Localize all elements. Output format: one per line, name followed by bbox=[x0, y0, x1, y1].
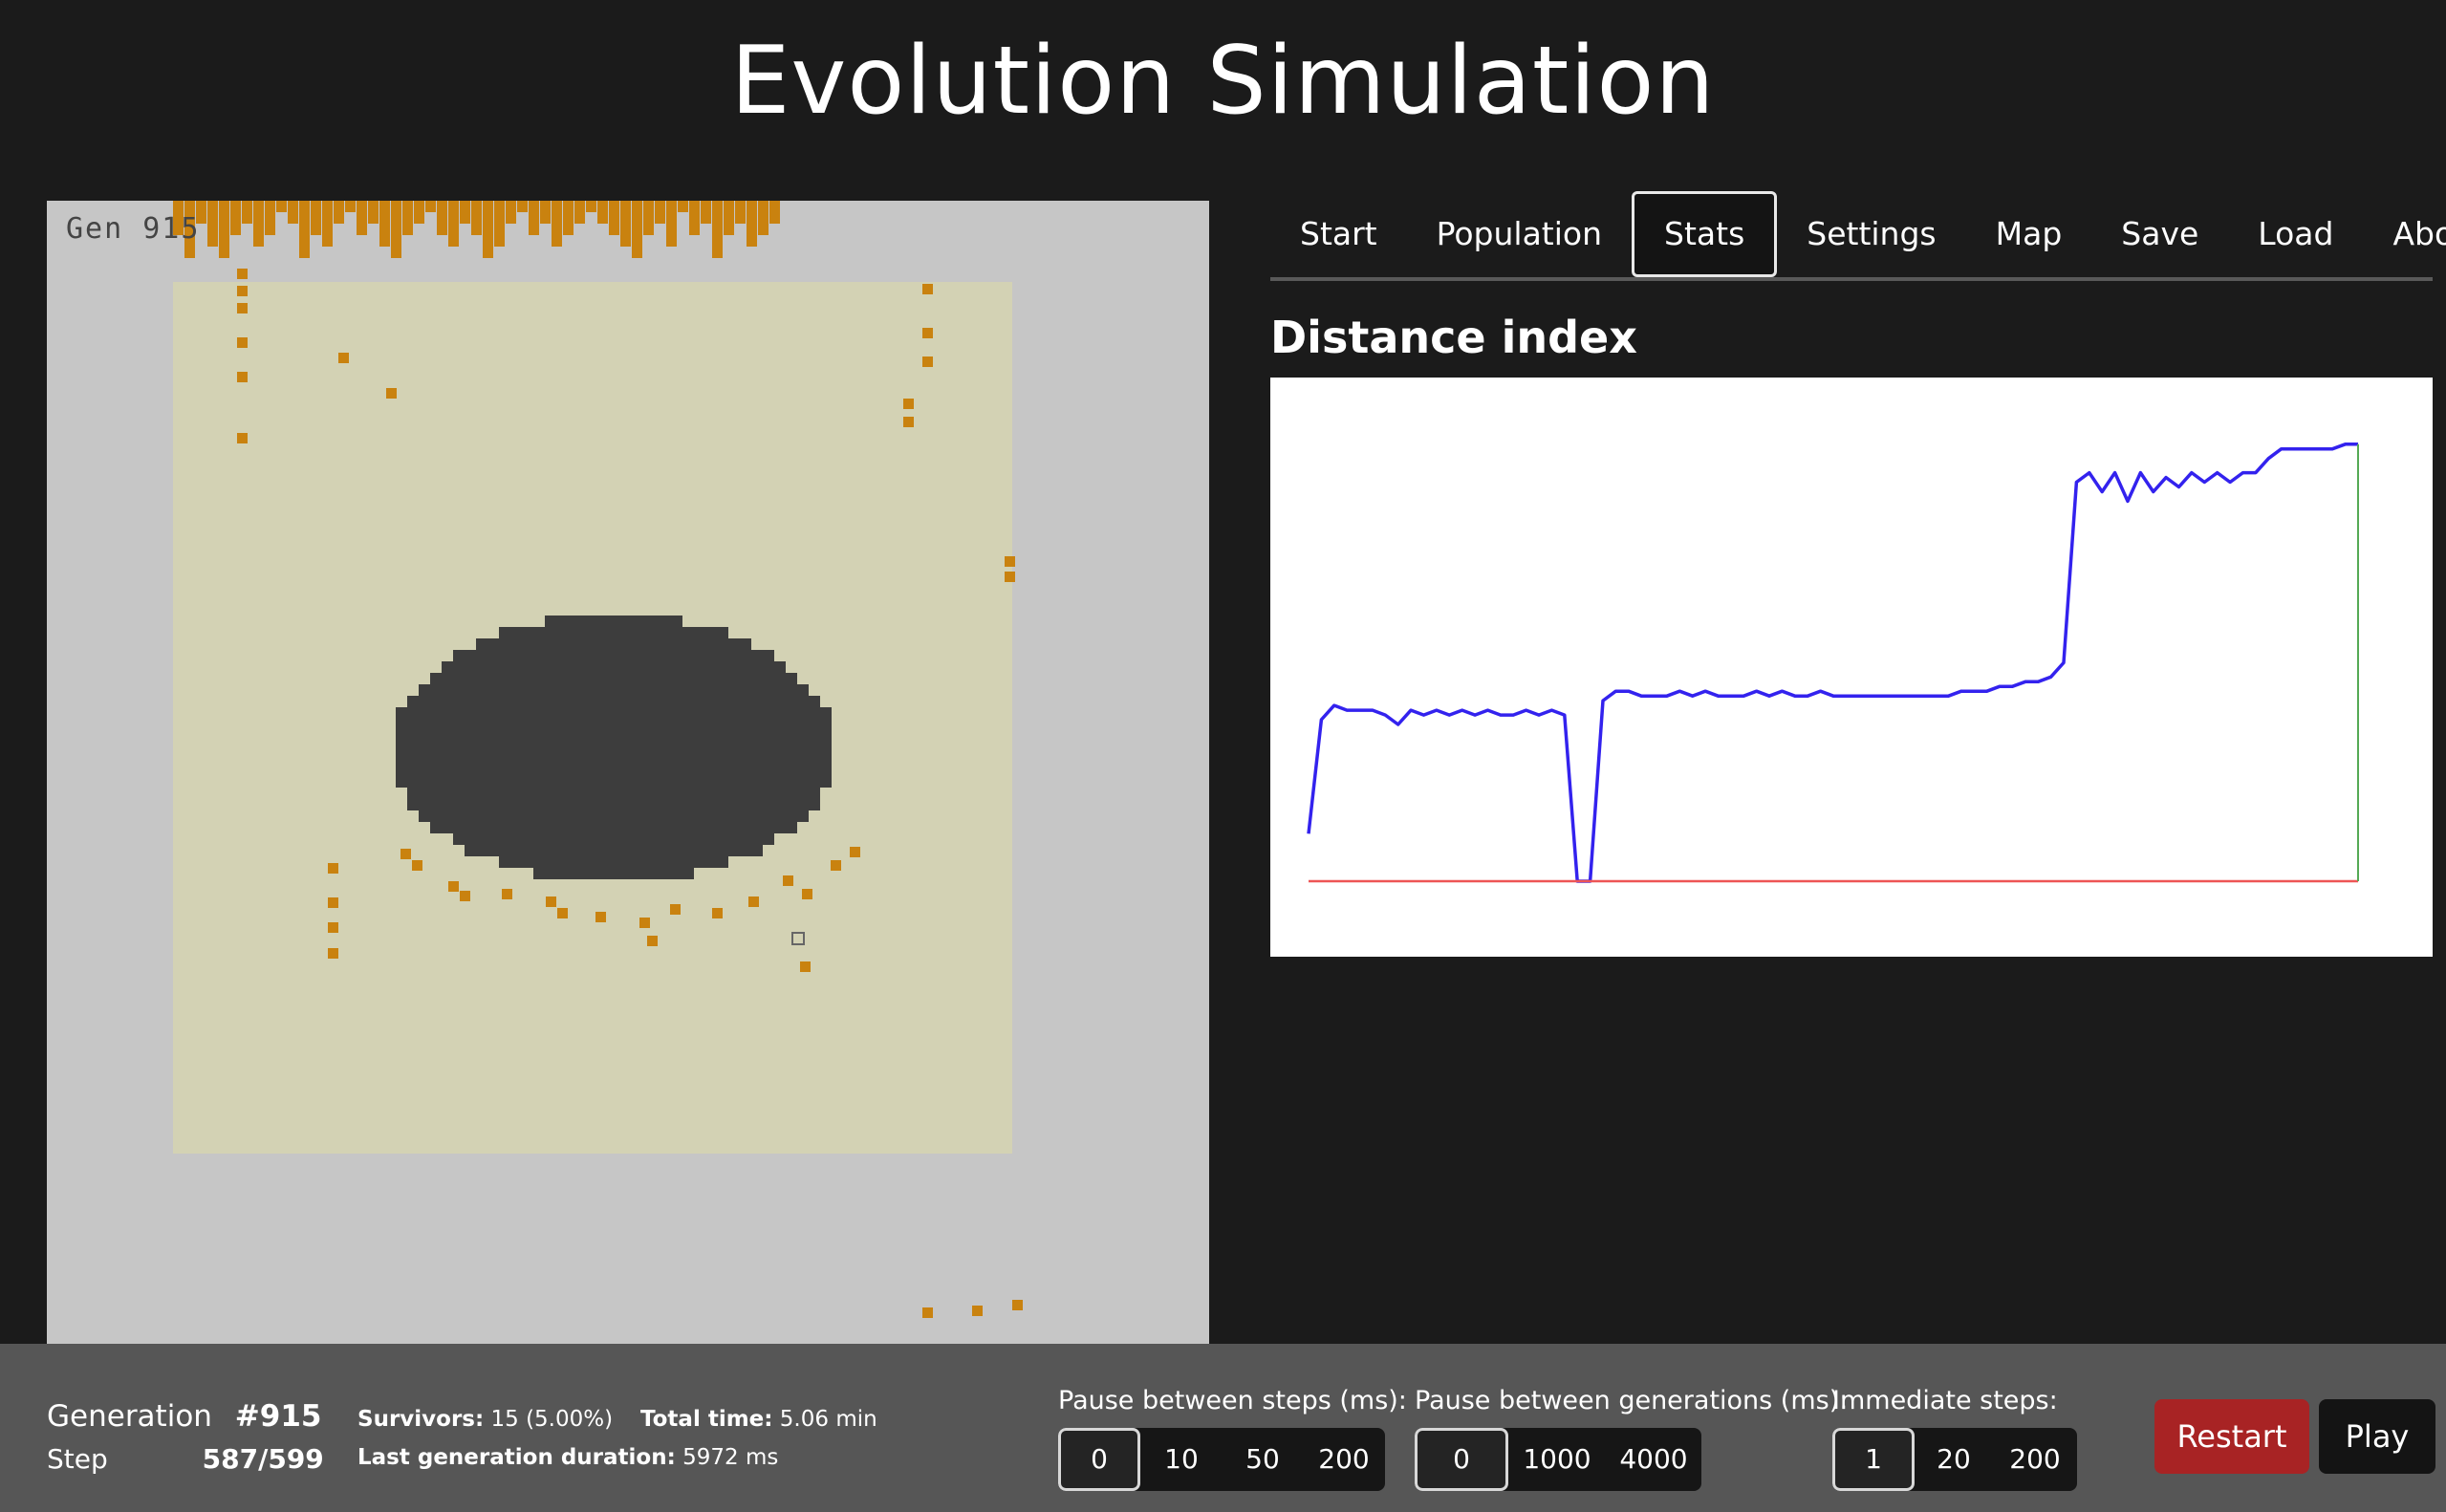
pause-steps-label: Pause between steps (ms): bbox=[1058, 1386, 1407, 1415]
immediate-steps-option-1[interactable]: 1 bbox=[1832, 1428, 1915, 1491]
tab-map[interactable]: Map bbox=[1995, 215, 2063, 252]
control-bar: Generation #915 Step 587/599 Survivors: … bbox=[0, 1344, 2446, 1512]
tab-load[interactable]: Load bbox=[2258, 215, 2334, 252]
last-generation-stat: Last generation duration: 5972 ms bbox=[357, 1445, 778, 1470]
pause-generations-selector: 0 1000 4000 bbox=[1415, 1428, 1701, 1491]
play-button[interactable]: Play bbox=[2319, 1399, 2435, 1474]
pause-generations-option-4000[interactable]: 4000 bbox=[1619, 1443, 1688, 1475]
generation-display: Generation #915 bbox=[47, 1399, 321, 1434]
selection-marker bbox=[791, 932, 805, 945]
step-value: 587/599 bbox=[202, 1443, 324, 1475]
pause-steps-option-10[interactable]: 10 bbox=[1164, 1443, 1199, 1475]
page-title: Evolution Simulation bbox=[730, 27, 1716, 136]
pause-generations-label: Pause between generations (ms): bbox=[1415, 1386, 1849, 1415]
generation-value: #915 bbox=[234, 1399, 322, 1434]
generation-overlay-label: Gen 915 bbox=[66, 212, 201, 246]
pause-generations-option-1000[interactable]: 1000 bbox=[1523, 1443, 1591, 1475]
immediate-steps-label: Immediate steps: bbox=[1832, 1386, 2058, 1415]
immediate-steps-option-200[interactable]: 200 bbox=[2009, 1443, 2061, 1475]
distance-index-chart bbox=[1270, 378, 2433, 957]
step-display: Step 587/599 bbox=[47, 1443, 324, 1475]
tab-start[interactable]: Start bbox=[1300, 215, 1377, 252]
immediate-steps-selector: 1 20 200 bbox=[1832, 1428, 2077, 1491]
last-generation-label: Last generation duration: bbox=[357, 1445, 676, 1470]
obstacle bbox=[396, 616, 832, 879]
survivors-stat: Survivors: 15 (5.00%) bbox=[357, 1407, 613, 1432]
tab-stats[interactable]: Stats bbox=[1632, 191, 1778, 277]
creature-cluster bbox=[173, 201, 1023, 1318]
pause-generations-option-0[interactable]: 0 bbox=[1415, 1428, 1508, 1491]
chart-plot bbox=[1307, 443, 2359, 883]
tab-about[interactable]: About bbox=[2392, 215, 2446, 252]
series-line-0 bbox=[1307, 443, 2358, 883]
pause-steps-option-200[interactable]: 200 bbox=[1318, 1443, 1370, 1475]
pause-steps-selector: 0 10 50 200 bbox=[1058, 1428, 1385, 1491]
last-generation-value: 5972 ms bbox=[682, 1445, 779, 1470]
survivors-label: Survivors: bbox=[357, 1407, 485, 1432]
step-label: Step bbox=[47, 1443, 108, 1475]
pause-steps-option-50[interactable]: 50 bbox=[1245, 1443, 1280, 1475]
world-drawing bbox=[47, 201, 1209, 1344]
chart-heading: Distance index bbox=[1270, 312, 1637, 363]
total-time-value: 5.06 min bbox=[779, 1407, 877, 1432]
simulation-canvas[interactable]: Gen 915 bbox=[47, 201, 1209, 1344]
tab-population[interactable]: Population bbox=[1436, 215, 1603, 252]
survivors-value: 15 (5.00%) bbox=[490, 1407, 614, 1432]
tab-bar: Start Population Stats Settings Map Save… bbox=[1270, 191, 2446, 281]
total-time-stat: Total time: 5.06 min bbox=[640, 1407, 877, 1432]
tab-save[interactable]: Save bbox=[2121, 215, 2199, 252]
generation-label: Generation bbox=[47, 1399, 212, 1434]
tab-settings[interactable]: Settings bbox=[1807, 215, 1937, 252]
total-time-label: Total time: bbox=[640, 1407, 773, 1432]
pause-steps-option-0[interactable]: 0 bbox=[1058, 1428, 1140, 1491]
immediate-steps-option-20[interactable]: 20 bbox=[1937, 1443, 1971, 1475]
restart-button[interactable]: Restart bbox=[2154, 1399, 2309, 1474]
